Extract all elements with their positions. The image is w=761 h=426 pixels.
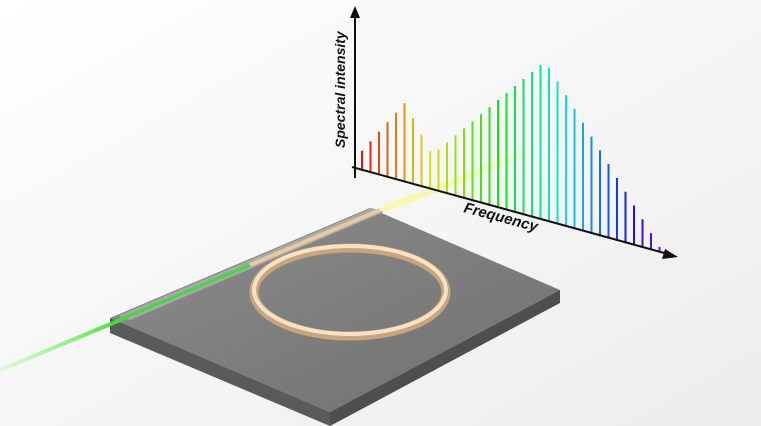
x-axis-arrow [662,249,678,259]
chip-top [110,208,560,412]
ring-highlight [252,244,448,336]
green-light [123,263,251,320]
y-axis-label: Spectral intensity [332,30,348,148]
y-axis-arrow [350,6,360,18]
input-beam [0,316,126,372]
x-axis [351,166,669,255]
chip-front [110,318,330,426]
comb-light [249,208,381,267]
frequency-comb [361,64,661,253]
chip-side [330,290,560,426]
